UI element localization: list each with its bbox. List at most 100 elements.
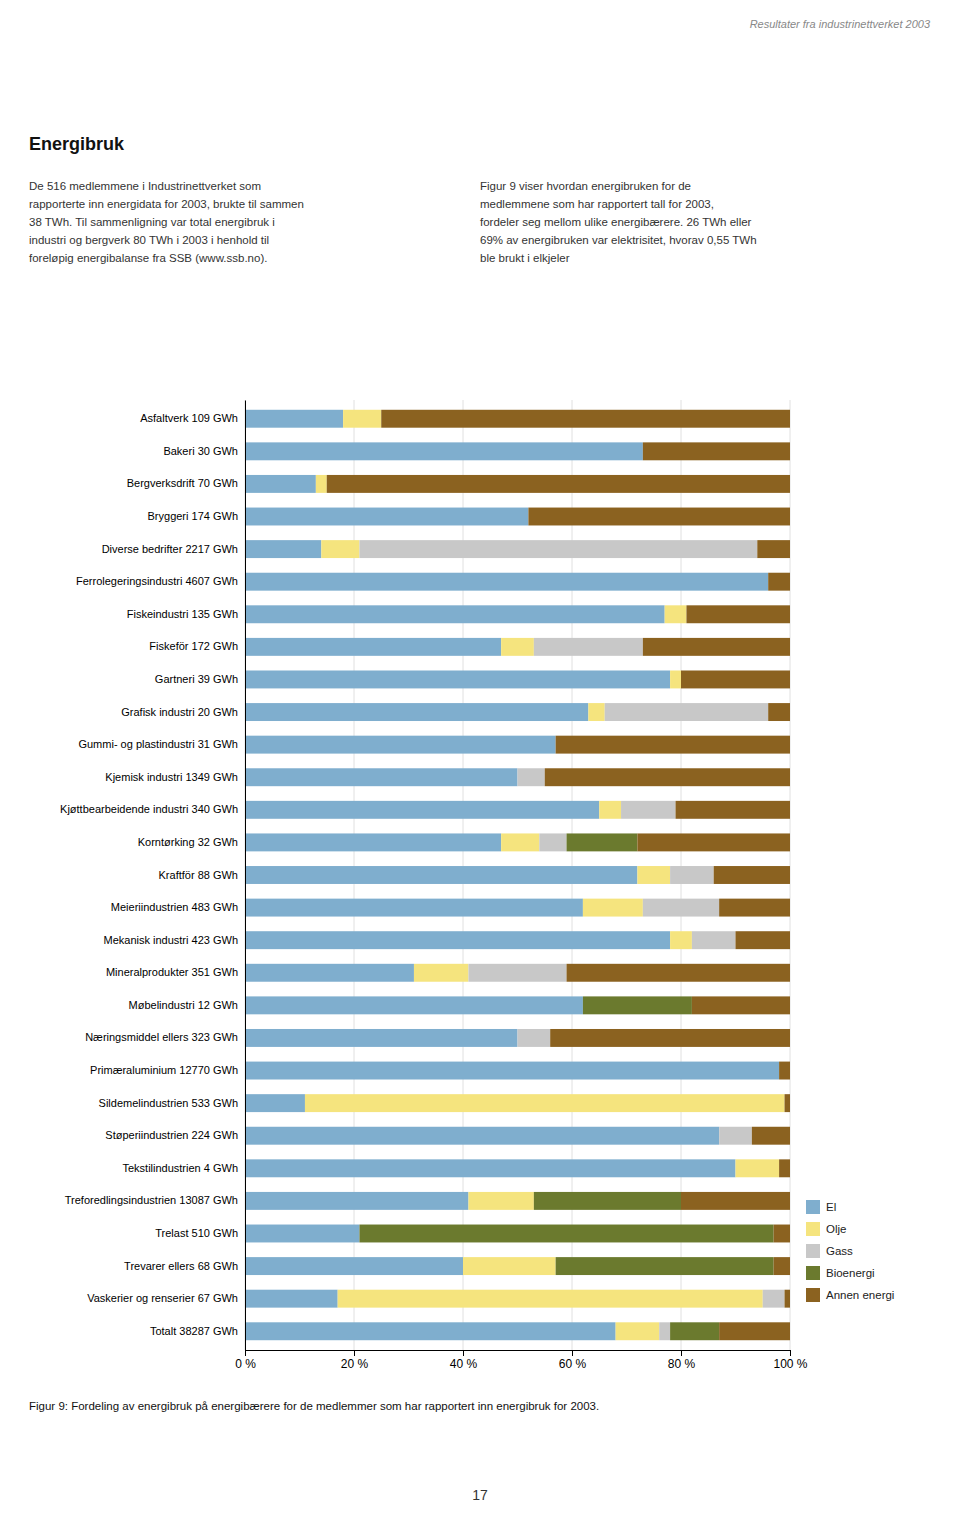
bar-segment: [583, 996, 692, 1014]
y-tick-label: Kjøttbearbeidende industri 340 GWh: [60, 803, 238, 815]
body-text-line: Figur 9 viser hvordan energibruken for d…: [480, 180, 691, 192]
bar-segment: [550, 1029, 790, 1047]
y-tick-label: Trevarer ellers 68 GWh: [124, 1260, 238, 1272]
y-tick: Møbelindustri 12 GWh: [129, 999, 245, 1011]
bar-segment: [670, 866, 714, 884]
bar-segment: [245, 670, 670, 688]
bar-segment: [779, 1159, 790, 1177]
bar-segment: [785, 1094, 790, 1112]
y-tick: Sildemelindustrien 533 GWh: [99, 1097, 245, 1109]
y-tick-label: Sildemelindustrien 533 GWh: [99, 1097, 238, 1109]
bar-segment: [245, 899, 583, 917]
y-tick: Totalt 38287 GWh: [150, 1325, 245, 1337]
title: Energibruk: [29, 134, 125, 154]
y-tick: Vaskerier og renserier 67 GWh: [87, 1292, 245, 1304]
y-tick: Kraftför 88 GWh: [159, 869, 245, 881]
bar-segment: [779, 1062, 790, 1080]
bar-segment: [643, 899, 719, 917]
bar-segment: [359, 540, 757, 558]
x-tick-mark: [354, 1350, 355, 1356]
bar-segment: [245, 768, 518, 786]
y-tick: Mekanisk industri 423 GWh: [104, 934, 246, 946]
bar-segment: [556, 736, 790, 754]
y-tick: Støperiindustrien 224 GWh: [105, 1129, 245, 1141]
bar-segment: [528, 508, 790, 526]
bar-segment: [539, 833, 566, 851]
y-tick-label: Kraftför 88 GWh: [159, 869, 238, 881]
x-tick-label: 80 %: [668, 1357, 696, 1371]
bar-segment: [245, 964, 414, 982]
bar-segment: [245, 638, 501, 656]
y-tick: Gummi- og plastindustri 31 GWh: [78, 738, 245, 750]
bar-segment: [692, 996, 790, 1014]
bar-series: [359, 833, 773, 1340]
x-tick-mark: [790, 1350, 791, 1356]
bar-series: [327, 410, 790, 1340]
grid-line: [245, 400, 246, 1350]
y-tick: Kjemisk industri 1349 GWh: [105, 771, 245, 783]
bar-segment: [752, 1127, 790, 1145]
bar-segment: [381, 410, 790, 428]
bar-segment: [245, 1127, 719, 1145]
bar-segment: [686, 605, 790, 623]
y-tick: Mineralprodukter 351 GWh: [106, 966, 245, 978]
y-tick: Grafisk industri 20 GWh: [121, 706, 245, 718]
y-tick: Gartneri 39 GWh: [155, 673, 245, 685]
x-tick-mark: [245, 1350, 246, 1356]
bar-segment: [736, 1159, 780, 1177]
bar-segment: [567, 833, 638, 851]
y-tick-label: Gummi- og plastindustri 31 GWh: [78, 738, 238, 750]
bar-segment: [757, 540, 790, 558]
bar-segment: [545, 768, 790, 786]
bar-segment: [763, 1290, 785, 1308]
bar-segment: [305, 1094, 785, 1112]
y-tick-label: Fiskeindustri 135 GWh: [127, 608, 238, 620]
bar-segment: [245, 1029, 518, 1047]
legend-item: Bioenergi: [806, 1266, 875, 1280]
bar-segment: [245, 866, 637, 884]
bar-segment: [714, 866, 790, 884]
header: Resultater fra industrinettverket 2003: [750, 18, 931, 30]
y-tick-label: Møbelindustri 12 GWh: [129, 999, 238, 1011]
y-tick: Fiskeför 172 GWh: [149, 640, 245, 652]
bar-segment: [774, 1225, 790, 1243]
bar-segment: [637, 833, 790, 851]
page: Resultater fra industrinettverket 2003 En…: [0, 0, 960, 1524]
bar-segment: [245, 508, 528, 526]
bar-segment: [583, 899, 643, 917]
y-tick-label: Gartneri 39 GWh: [155, 673, 238, 685]
x-axis: 0 %20 %40 %60 %80 %100 %: [235, 1350, 808, 1371]
x-tick-mark: [681, 1350, 682, 1356]
bar-segment: [245, 1290, 338, 1308]
x-tick-mark: [572, 1350, 573, 1356]
x-tick: 40 %: [450, 1350, 478, 1371]
bar-segment: [659, 1322, 670, 1340]
x-tick-mark: [463, 1350, 464, 1356]
bar-segment: [670, 931, 692, 949]
page-number: 17: [472, 1487, 488, 1503]
bar-segment: [518, 768, 545, 786]
bar-segment: [316, 475, 327, 493]
bar-segment: [245, 1094, 305, 1112]
y-tick-label: Vaskerier og renserier 67 GWh: [87, 1292, 238, 1304]
bar-segment: [359, 1225, 773, 1243]
y-tick: Kjøttbearbeidende industri 340 GWh: [60, 803, 245, 815]
bar-segment: [785, 1290, 790, 1308]
bar-segment: [414, 964, 469, 982]
y-tick: Treforedlingsindustrien 13087 GWh: [65, 1194, 245, 1206]
bar-segment: [534, 1192, 681, 1210]
legend-swatch: [806, 1244, 820, 1258]
y-tick-label: Totalt 38287 GWh: [150, 1325, 238, 1337]
bar-segment: [245, 1225, 359, 1243]
bar-segment: [637, 866, 670, 884]
legend: ElOljeGassBioenergiAnnen energi: [806, 1200, 894, 1302]
bar-segment: [768, 703, 790, 721]
bar-segment: [643, 638, 790, 656]
bar-segment: [616, 1322, 660, 1340]
legend-label: El: [826, 1201, 836, 1213]
bar-segment: [245, 1192, 468, 1210]
y-tick: Trelast 510 GWh: [155, 1227, 245, 1239]
bar-segment: [768, 573, 790, 591]
x-tick-label: 60 %: [559, 1357, 587, 1371]
x-tick-label: 20 %: [341, 1357, 369, 1371]
